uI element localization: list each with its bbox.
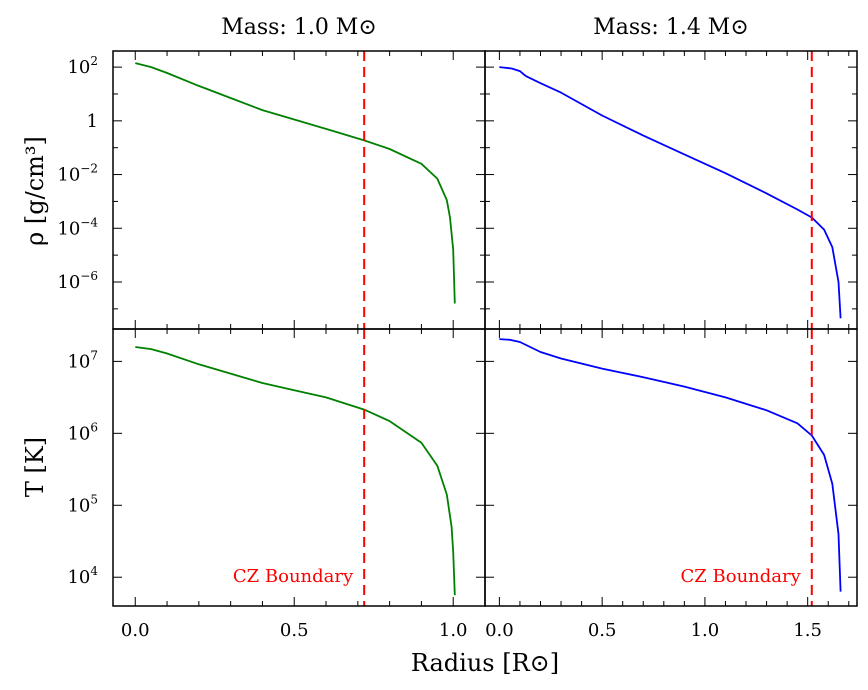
x-tick-label: 0.0 [121, 620, 150, 641]
panel-frame [112, 50, 486, 330]
y-tick-label-exponent: −6 [80, 269, 98, 283]
data-line-m14-temperature [499, 338, 842, 592]
y-tick-label: 10−6 [57, 269, 98, 293]
y-tick-label-base: 10 [67, 351, 90, 372]
y-tick-label-base: 10 [67, 57, 90, 78]
x-tick-label: 0.5 [588, 620, 617, 641]
panel-frame [484, 50, 858, 330]
data-line-m14-density [499, 66, 842, 319]
y-tick-label: 10−4 [57, 215, 98, 239]
y-tick-label-exponent: −2 [80, 162, 98, 176]
cz-boundary-label: CZ Boundary [233, 566, 354, 587]
y-tick-label: 104 [67, 564, 98, 588]
y-tick-label: 106 [67, 420, 98, 444]
panel-title-1p0: Mass: 1.0 M⊙ [221, 15, 377, 40]
y-tick-label: 1 [87, 111, 98, 132]
y-tick-label-exponent: 5 [90, 492, 98, 506]
data-line-m10-density [135, 62, 456, 304]
y-axis-label-density: ρ [g/cm³] [21, 136, 49, 246]
data-line-m10-temperature [135, 346, 456, 596]
panel-title-1p4: Mass: 1.4 M⊙ [593, 15, 749, 40]
x-tick-label: 1.0 [439, 620, 468, 641]
panel-m14-density [484, 50, 858, 330]
y-tick-label: 102 [67, 54, 98, 78]
x-tick-label: 0.0 [485, 620, 514, 641]
panel-frame [484, 328, 858, 607]
y-tick-label: 10−2 [57, 162, 98, 186]
y-tick-label: 107 [67, 348, 98, 372]
y-tick-label-exponent: 2 [90, 54, 98, 68]
panel-frame [112, 328, 486, 607]
y-tick-label-base: 10 [57, 272, 80, 293]
y-tick-label-base: 10 [57, 165, 80, 186]
panel-m14-temperature: 0.0 0.5 1.0 1.5 CZ Boundary [484, 328, 858, 641]
cz-boundary-label: CZ Boundary [681, 566, 802, 587]
y-tick-label: 105 [67, 492, 98, 516]
x-axis-label: Radius [R⊙] [411, 649, 559, 677]
y-tick-label-exponent: −4 [80, 215, 98, 229]
y-tick-label-base: 1 [87, 111, 98, 132]
x-tick-label: 1.0 [691, 620, 720, 641]
y-tick-label-base: 10 [67, 495, 90, 516]
y-tick-label-base: 10 [67, 423, 90, 444]
y-tick-label-exponent: 6 [90, 420, 98, 434]
y-axis-label-temperature: T [K] [21, 437, 49, 497]
y-tick-label-exponent: 7 [90, 348, 98, 362]
x-tick-label: 1.5 [793, 620, 822, 641]
x-tick-label: 0.5 [280, 620, 309, 641]
y-tick-label-base: 10 [67, 567, 90, 588]
y-tick-label-base: 10 [57, 218, 80, 239]
y-tick-label-exponent: 4 [90, 564, 98, 578]
